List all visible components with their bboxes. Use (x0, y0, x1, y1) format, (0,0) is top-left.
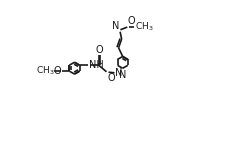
Text: N: N (115, 68, 123, 78)
Text: N: N (112, 21, 120, 31)
Text: N: N (119, 70, 126, 80)
Text: O: O (96, 44, 103, 55)
Text: CH$_3$: CH$_3$ (36, 65, 55, 77)
Text: CH$_3$: CH$_3$ (135, 20, 153, 33)
Text: O: O (128, 16, 136, 26)
Text: O: O (107, 73, 115, 83)
Text: NH: NH (89, 60, 103, 70)
Text: O: O (54, 66, 61, 76)
